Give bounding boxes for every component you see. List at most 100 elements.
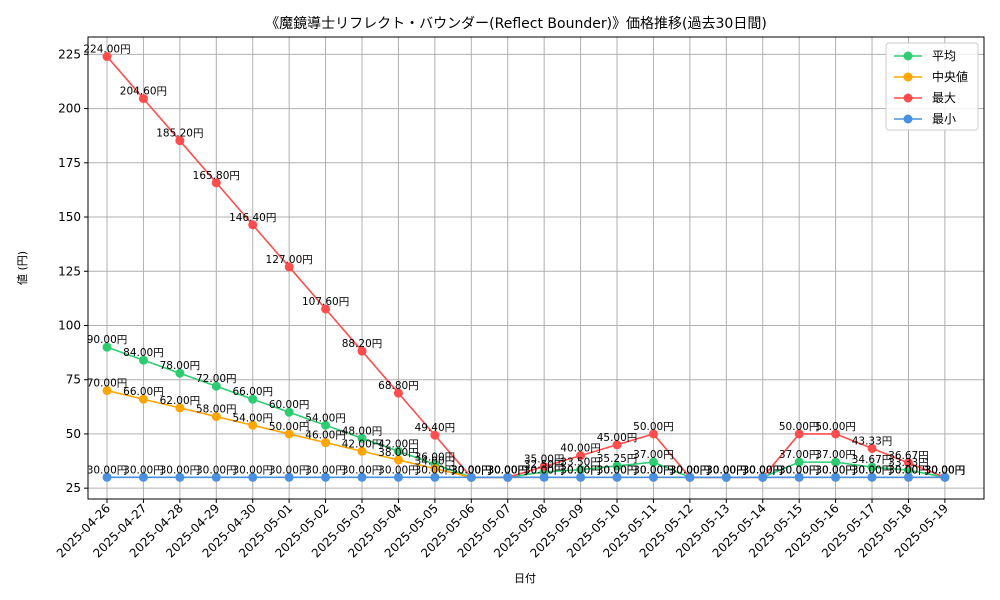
data-label: 30.00円 <box>742 464 783 476</box>
data-label: 37.00円 <box>815 449 856 461</box>
y-tick-label: 150 <box>58 210 81 224</box>
data-point <box>248 394 258 404</box>
data-label: 30.00円 <box>560 464 601 476</box>
data-label: 30.00円 <box>524 464 565 476</box>
data-point <box>102 472 112 482</box>
data-label: 30.00円 <box>415 464 456 476</box>
data-point <box>138 472 148 482</box>
data-point <box>612 440 622 450</box>
data-label: 30.00円 <box>123 464 164 476</box>
data-point <box>211 178 221 188</box>
data-label: 88.20円 <box>342 338 383 350</box>
data-label: 107.60円 <box>302 296 349 308</box>
data-label: 30.00円 <box>451 464 492 476</box>
data-label: 54.00円 <box>305 412 346 424</box>
data-label: 30.00円 <box>487 464 528 476</box>
data-label: 30.00円 <box>925 464 966 476</box>
y-tick-label: 50 <box>66 427 81 441</box>
data-label: 30.00円 <box>633 464 674 476</box>
data-point <box>831 472 841 482</box>
data-label: 146.40円 <box>229 212 276 224</box>
data-point <box>138 394 148 404</box>
data-label: 30.00円 <box>888 464 929 476</box>
data-label: 30.00円 <box>779 464 820 476</box>
data-label: 127.00円 <box>266 254 313 266</box>
data-label: 30.00円 <box>852 464 893 476</box>
data-label: 30.00円 <box>925 464 966 476</box>
data-label: 30.00円 <box>633 464 674 476</box>
data-label: 37.00円 <box>633 449 674 461</box>
data-label: 30.00円 <box>451 464 492 476</box>
data-point <box>102 386 112 396</box>
data-label: 49.40円 <box>415 422 456 434</box>
data-label: 37.00円 <box>779 449 820 461</box>
data-label: 66.00円 <box>232 386 273 398</box>
data-label: 30.00円 <box>815 464 856 476</box>
data-label: 70.00円 <box>87 378 128 390</box>
data-label: 30.00円 <box>925 464 966 476</box>
data-point <box>758 472 768 482</box>
data-label: 224.00円 <box>83 44 130 56</box>
data-label: 60.00円 <box>269 399 310 411</box>
data-label: 30.00円 <box>342 464 383 476</box>
data-point <box>284 429 294 439</box>
data-label: 38.00円 <box>378 447 419 459</box>
data-point <box>612 472 622 482</box>
data-point <box>576 465 586 475</box>
data-point <box>284 262 294 272</box>
data-label: 30.00円 <box>232 464 273 476</box>
data-label: 46.00円 <box>305 430 346 442</box>
data-point <box>648 472 658 482</box>
data-point <box>393 388 403 398</box>
data-label: 42.00円 <box>378 438 419 450</box>
legend-swatch-marker <box>903 72 913 82</box>
data-point <box>430 464 440 474</box>
data-label: 48.00円 <box>342 425 383 437</box>
y-tick-label: 200 <box>58 102 81 116</box>
x-axis-label: 日付 <box>514 572 536 585</box>
data-point <box>466 472 476 482</box>
data-label: 84.00円 <box>123 347 164 359</box>
data-label: 58.00円 <box>196 404 237 416</box>
data-point <box>903 465 913 475</box>
data-point <box>321 472 331 482</box>
data-point <box>211 412 221 422</box>
data-point <box>576 472 586 482</box>
data-label: 62.00円 <box>160 395 201 407</box>
data-label: 66.00円 <box>123 386 164 398</box>
data-label: 30.00円 <box>706 464 747 476</box>
data-point <box>393 472 403 482</box>
data-label: 30.00円 <box>87 464 128 476</box>
data-label: 30.00円 <box>742 464 783 476</box>
chart-title: 《魔鏡導士リフレクト・バウンダー(Reflect Bounder)》価格推移(過… <box>265 16 767 32</box>
data-point <box>794 429 804 439</box>
data-label: 33.50円 <box>560 457 601 469</box>
legend-label: 平均 <box>932 49 956 63</box>
data-point <box>503 472 513 482</box>
data-point <box>903 458 913 468</box>
data-label: 50.00円 <box>633 421 674 433</box>
data-point <box>211 381 221 391</box>
legend-swatch-marker <box>903 51 913 61</box>
data-label: 30.00円 <box>670 464 711 476</box>
data-label: 30.00円 <box>779 464 820 476</box>
data-label: 35.00円 <box>524 453 565 465</box>
data-point <box>721 472 731 482</box>
data-label: 50.00円 <box>779 421 820 433</box>
data-point <box>102 342 112 352</box>
data-label: 30.00円 <box>706 464 747 476</box>
data-label: 30.00円 <box>524 464 565 476</box>
data-label: 30.00円 <box>487 464 528 476</box>
y-tick-label: 125 <box>58 264 81 278</box>
data-label: 30.00円 <box>487 464 528 476</box>
data-label: 165.80円 <box>193 170 240 182</box>
data-point <box>648 429 658 439</box>
data-label: 34.67円 <box>852 454 893 466</box>
data-point <box>393 455 403 465</box>
data-point <box>831 457 841 467</box>
data-label: 35.25円 <box>597 453 638 465</box>
data-label: 30.00円 <box>451 464 492 476</box>
data-point <box>284 407 294 417</box>
series-line-3 <box>106 55 946 479</box>
